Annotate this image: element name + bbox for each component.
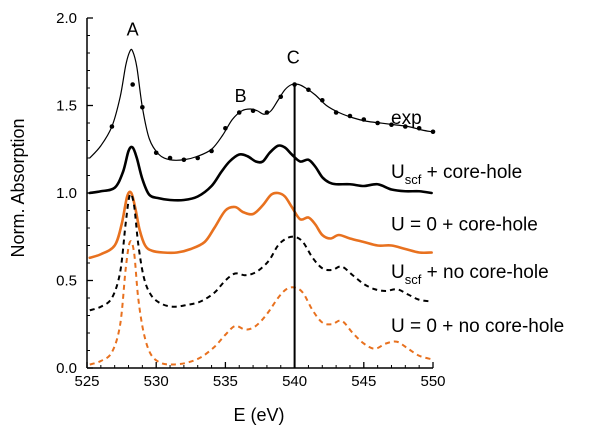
axes: 525 530 535 540 545 550 0.0 0.5 1.0 1.5 2.0 [56,10,445,390]
exp-data-point [167,155,173,161]
curve-label-3: Uscf + no core-hole [391,262,549,287]
peak-label-b: B [235,86,247,106]
exp-data-point [375,120,380,126]
exp-data-point [195,155,201,161]
exp-data-point [109,124,115,129]
y-tick-label: 0.5 [56,273,77,290]
curve-label-2: U = 0 + core-hole [391,215,538,236]
series-line-3 [89,193,432,312]
x-axis-title: E (eV) [233,405,284,425]
peak-labels: A B C [127,20,300,107]
exp-data-point [264,110,270,115]
exp-data-point [236,110,242,115]
exp-data-point [361,117,367,122]
x-tick-label: 535 [213,373,238,390]
peak-label-c: C [287,48,300,68]
exp-data-point [403,124,408,129]
y-axis-title: Norm. Absorption [8,118,28,257]
exp-data-point [430,129,436,135]
plot-area: 525 530 535 540 545 550 0.0 0.5 1.0 1.5 2.0 A B C ex… [56,10,564,390]
exp-data-point [333,110,339,115]
exp-data-point [389,122,394,128]
x-tick-label: 525 [74,373,99,390]
exp-data-point [153,150,159,156]
curve-label-4: U = 0 + no core-hole [391,316,564,337]
exp-data-point [347,113,353,119]
exp-data-point [306,87,311,93]
series-layer [88,48,436,366]
y-tick-label: 2.0 [56,10,77,27]
exp-data-point [140,104,145,110]
exp-data-point [319,97,325,103]
series-line-0 [89,48,433,161]
exp-data-point [223,125,228,131]
peak-label-a: A [127,20,139,40]
curve-labels: exp Uscf + core-hole U = 0 + core-hole Uscf… [391,108,564,337]
x-tick-label: 550 [420,373,445,390]
exp-data-point [278,94,284,100]
exp-data-point [130,82,135,87]
x-tick-label: 530 [144,373,169,390]
exp-data-point [250,108,256,114]
y-tick-label: 1.5 [56,98,77,115]
x-tick-label: 540 [282,373,307,390]
series-line-4 [89,240,432,366]
series-line-1 [88,144,433,202]
curve-label-1: Uscf + core-hole [391,162,522,187]
exp-data-point [181,157,187,163]
y-tick-label: 1.0 [56,185,77,202]
exp-data-point [416,125,422,131]
x-tick-label: 545 [351,373,376,390]
y-tick-label: 0.0 [56,360,77,377]
exp-data-point [209,148,214,154]
curve-label-0: exp [391,108,422,129]
series-line-2 [88,190,433,260]
